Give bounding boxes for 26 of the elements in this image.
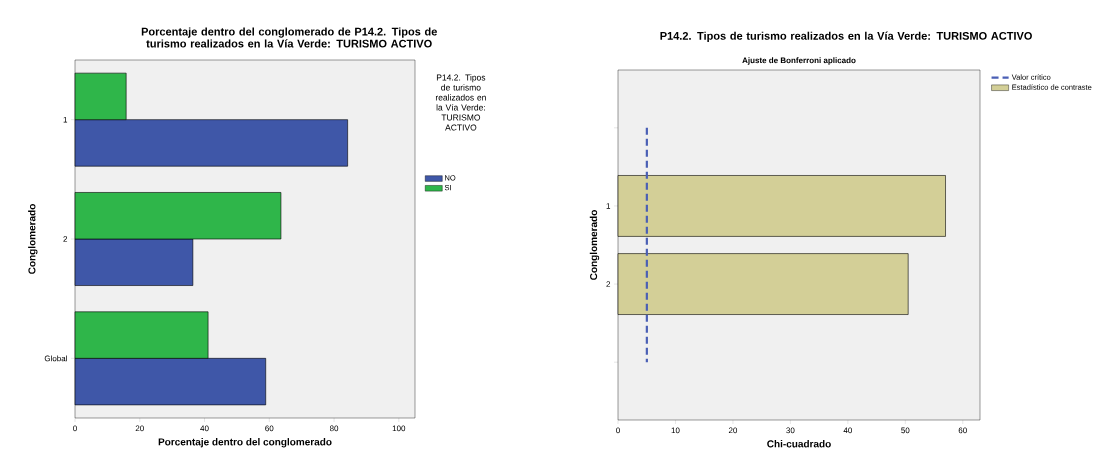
legend-title: P14.2. Tipos de turismo realizados en la Vía Verde: TURISMO ACTIVO [435, 74, 486, 131]
x-tick-label: 40 [843, 427, 852, 434]
x-tick-label: 80 [329, 425, 339, 432]
y-tick-label: 1 [63, 116, 68, 123]
x-tick-label: 100 [392, 425, 406, 432]
y-tick-label: 2 [63, 236, 68, 242]
x-tick-label: 40 [200, 425, 209, 432]
x-tick-label: 0 [616, 427, 620, 434]
x-axis-title: Porcentaje dentro del conglomerado [158, 438, 332, 448]
x-tick-label: 60 [958, 427, 967, 434]
x-tick-label: 20 [135, 425, 144, 432]
x-tick-label: 50 [901, 427, 910, 434]
y-tick-label: 1 [606, 203, 611, 209]
x-tick-label: 20 [728, 427, 738, 434]
chart-title: Porcentaje dentro del conglomerado de P14.2. Tipos de turismo realizados en la Vía Verde: TURISMO ACTIVO [141, 27, 437, 48]
y-axis-title: Conglomerado [589, 210, 600, 280]
x-axis-title: Chi-cuadrado [767, 440, 831, 448]
x-tick-label: 30 [786, 427, 795, 434]
y-axis-title: Conglomerado [28, 204, 38, 274]
y-tick-label: Global [44, 355, 67, 362]
x-tick-label: 10 [671, 427, 680, 434]
chart-title: P14.2. Tipos de turismo realizados en la Vía Verde: TURISMO ACTIVO [660, 31, 1032, 42]
x-tick-label: 0 [73, 425, 77, 432]
y-tick-label: 2 [606, 281, 611, 287]
x-tick-label: 60 [265, 425, 274, 432]
chart-subtitle: Ajuste de Bonferroni aplicado [742, 57, 856, 65]
